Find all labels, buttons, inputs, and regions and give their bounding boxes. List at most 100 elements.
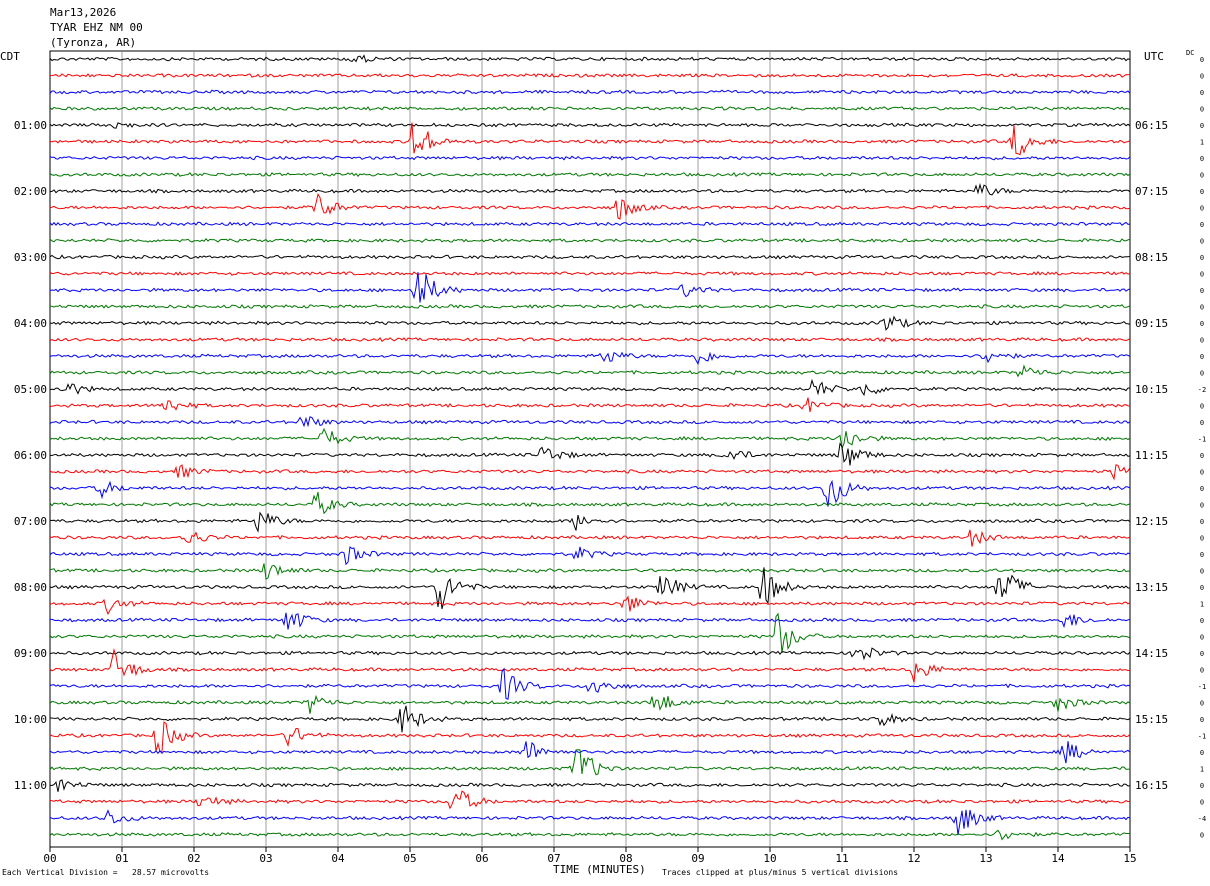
dc-offset-value: 0 <box>1200 551 1204 559</box>
trace-row-10 <box>49 221 1131 227</box>
dc-offset-value: 0 <box>1200 667 1204 675</box>
trace-row-43 <box>49 749 1131 776</box>
trace-row-4 <box>49 122 1131 129</box>
left-hour-label: 07:00 <box>14 515 47 528</box>
x-tick-label: 15 <box>1123 852 1136 865</box>
x-tick-label: 09 <box>691 852 704 865</box>
scale-note: Each Vertical Division = 28.57 microvolt… <box>2 868 210 877</box>
right-hour-label: 09:15 <box>1135 317 1168 330</box>
plot-frame <box>49 50 1131 848</box>
dc-offset-value: -1 <box>1198 436 1206 444</box>
trace-row-12 <box>49 254 1131 260</box>
dc-offset-value: 0 <box>1200 172 1204 180</box>
x-tick-label: 02 <box>187 852 200 865</box>
trace-row-44 <box>49 779 1131 792</box>
dc-offset-value: 0 <box>1200 221 1204 229</box>
trace-row-15 <box>49 304 1131 309</box>
trace-row-47 <box>49 829 1131 841</box>
x-tick-label: 12 <box>907 852 920 865</box>
dc-offset-value: 0 <box>1200 188 1204 196</box>
dc-offset-value: 0 <box>1200 155 1204 163</box>
left-hour-label: 01:00 <box>14 119 47 132</box>
right-hour-label: 06:15 <box>1135 119 1168 132</box>
trace-row-27 <box>49 491 1131 515</box>
right-hour-label: 12:15 <box>1135 515 1168 528</box>
dc-offset-value: 0 <box>1200 469 1204 477</box>
x-tick-label: 07 <box>547 852 560 865</box>
dc-offset-value: 0 <box>1200 56 1204 64</box>
dc-offset-value: 0 <box>1200 254 1204 262</box>
trace-row-5 <box>49 122 1131 156</box>
trace-row-2 <box>49 89 1131 95</box>
x-tick-label: 04 <box>331 852 345 865</box>
dc-offset-value: -1 <box>1198 683 1206 691</box>
trace-row-17 <box>49 337 1131 343</box>
dc-offset-value: 0 <box>1200 452 1204 460</box>
dc-offset-value: 0 <box>1200 353 1204 361</box>
left-hour-label: 08:00 <box>14 581 47 594</box>
dc-offset-value: 0 <box>1200 535 1204 543</box>
header-date: Mar13,2026 <box>50 6 117 19</box>
dc-offset-value: 0 <box>1200 518 1204 526</box>
trace-row-35 <box>49 612 1131 653</box>
trace-row-23 <box>49 427 1131 451</box>
trace-row-8 <box>49 182 1131 196</box>
left-hour-label: 11:00 <box>14 779 47 792</box>
dc-offset-value: 0 <box>1200 799 1204 807</box>
dc-offset-value: 0 <box>1200 122 1204 130</box>
trace-row-31 <box>49 563 1131 580</box>
trace-row-13 <box>49 270 1131 276</box>
dc-offset-value: -1 <box>1198 733 1206 741</box>
trace-row-41 <box>49 721 1131 753</box>
dc-offset-value: 0 <box>1200 106 1204 114</box>
trace-row-26 <box>49 479 1131 507</box>
x-axis-title: TIME (MINUTES) <box>553 863 646 876</box>
right-zone-label: UTC <box>1144 50 1164 63</box>
trace-row-33 <box>49 595 1131 616</box>
dc-offset-value: 0 <box>1200 419 1204 427</box>
trace-row-30 <box>49 546 1131 566</box>
trace-row-38 <box>49 667 1131 700</box>
trace-row-20 <box>49 378 1131 397</box>
left-hour-label: 04:00 <box>14 317 47 330</box>
trace-row-22 <box>49 416 1131 428</box>
trace-row-25 <box>49 464 1131 481</box>
x-tick-label: 03 <box>259 852 272 865</box>
dc-offset-value: 0 <box>1200 634 1204 642</box>
dc-offset-value: 0 <box>1200 89 1204 97</box>
right-hour-label: 14:15 <box>1135 647 1168 660</box>
trace-row-42 <box>49 741 1131 764</box>
trace-row-34 <box>49 612 1131 630</box>
x-tick-label: 11 <box>835 852 848 865</box>
trace-row-36 <box>49 647 1131 661</box>
dc-offset-value: 0 <box>1200 304 1204 312</box>
dc-offset-value: 0 <box>1200 650 1204 658</box>
dc-offset-value: 0 <box>1200 320 1204 328</box>
right-hour-label: 15:15 <box>1135 713 1168 726</box>
trace-row-11 <box>49 238 1131 243</box>
trace-row-9 <box>49 192 1131 220</box>
left-hour-label: 10:00 <box>14 713 47 726</box>
dc-label: DC <box>1186 49 1195 57</box>
trace-row-29 <box>49 529 1131 547</box>
right-hour-label: 11:15 <box>1135 449 1168 462</box>
trace-row-16 <box>49 315 1131 331</box>
left-hour-label: 06:00 <box>14 449 47 462</box>
x-tick-label: 06 <box>475 852 488 865</box>
trace-row-40 <box>49 705 1131 733</box>
trace-row-1 <box>49 73 1131 78</box>
x-tick-label: 00 <box>43 852 56 865</box>
trace-row-6 <box>49 155 1131 161</box>
dc-offset-value: 1 <box>1200 601 1204 609</box>
dc-offset-value: 0 <box>1200 403 1204 411</box>
trace-row-21 <box>49 397 1130 412</box>
x-tick-label: 05 <box>403 852 416 865</box>
right-hour-label: 16:15 <box>1135 779 1168 792</box>
dc-offset-value: 0 <box>1200 568 1204 576</box>
trace-row-3 <box>49 106 1131 111</box>
left-hour-label: 03:00 <box>14 251 47 264</box>
left-hour-label: 05:00 <box>14 383 47 396</box>
dc-offset-value: 0 <box>1200 584 1204 592</box>
trace-row-0 <box>49 54 1131 64</box>
